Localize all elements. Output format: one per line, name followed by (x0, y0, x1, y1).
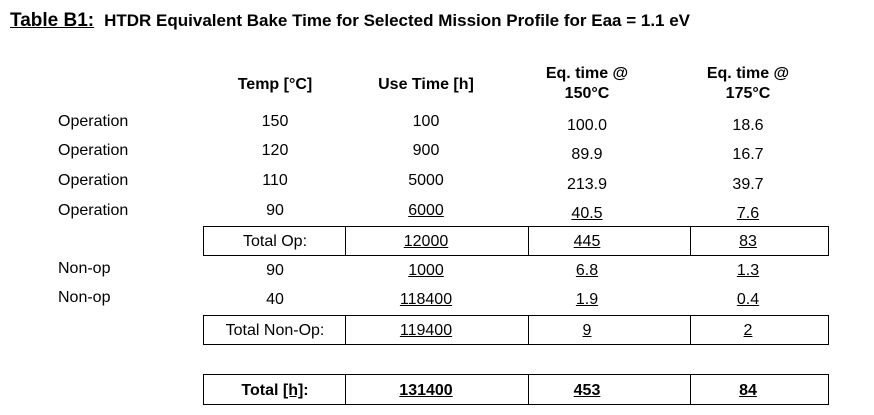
cell-eq175: 0.4 (736, 291, 760, 308)
header-temp: Temp [°C] (237, 76, 313, 93)
row-label: Non-op (58, 260, 111, 277)
cell-temp: 150 (261, 113, 289, 130)
header-eq150: Eq. time @ 150°C (517, 64, 657, 104)
total-op-label: Total Op: (242, 233, 308, 250)
total-op-box (203, 226, 829, 256)
row-label: Operation (58, 172, 129, 189)
cell-temp: 110 (262, 172, 288, 189)
header-eq175-line2: 175°C (725, 85, 771, 102)
cell-eq175: 39.7 (732, 176, 764, 193)
row-label: Operation (58, 202, 129, 219)
grand-total-use: 131400 (399, 382, 453, 399)
cell-use: 900 (412, 142, 440, 159)
cell-eq150: 40.5 (571, 205, 603, 222)
divider (345, 374, 346, 405)
cell-eq175: 1.3 (736, 262, 760, 279)
divider (528, 226, 529, 256)
total-op-eq150: 445 (573, 233, 601, 250)
cell-use: 5000 (408, 172, 444, 189)
cell-eq175: 18.6 (732, 117, 764, 134)
table-title: Table B1: HTDR Equivalent Bake Time for S… (10, 10, 690, 32)
cell-use: 118400 (399, 291, 453, 308)
divider (528, 374, 529, 405)
total-nonop-label: Total Non-Op: (225, 322, 325, 339)
grand-total-box (203, 374, 829, 405)
grand-total-eq175: 84 (739, 382, 757, 399)
row-label: Operation (58, 142, 129, 159)
grand-total-label-prefix: Total (241, 382, 283, 399)
divider (690, 226, 691, 256)
table-number: Table B1: (10, 10, 95, 31)
cell-use: 6000 (408, 202, 444, 219)
table-caption: HTDR Equivalent Bake Time for Selected M… (104, 11, 691, 30)
cell-temp: 40 (266, 291, 284, 308)
divider (345, 226, 346, 256)
cell-use: 1000 (408, 262, 444, 279)
cell-temp: 120 (261, 142, 289, 159)
total-op-eq175: 83 (739, 233, 757, 250)
divider (345, 315, 346, 345)
total-op-use: 12000 (403, 233, 449, 250)
row-label: Non-op (58, 289, 111, 306)
divider (528, 315, 529, 345)
cell-eq150: 6.8 (575, 262, 599, 279)
divider (690, 374, 691, 405)
cell-eq175: 16.7 (732, 146, 764, 163)
header-use-time: Use Time [h] (378, 76, 474, 93)
divider (690, 315, 691, 345)
total-nonop-use: 119400 (399, 322, 453, 339)
header-eq175: Eq. time @ 175°C (678, 64, 818, 104)
grand-total-label: Total [h]: (205, 381, 345, 401)
grand-total-eq150: 453 (573, 382, 601, 399)
header-eq150-line1: Eq. time @ (545, 65, 629, 82)
row-label: Operation (58, 113, 129, 130)
total-nonop-box (203, 315, 829, 345)
cell-temp: 90 (266, 202, 284, 219)
cell-eq150: 89.9 (571, 146, 603, 163)
cell-eq150: 1.9 (575, 291, 599, 308)
cell-temp: 90 (266, 262, 284, 279)
header-eq175-line1: Eq. time @ (706, 65, 790, 82)
cell-eq150: 213.9 (566, 176, 608, 193)
total-nonop-eq175: 2 (743, 322, 753, 339)
header-eq150-line2: 150°C (564, 85, 610, 102)
cell-eq175: 7.6 (736, 205, 760, 222)
cell-eq150: 100.0 (566, 117, 608, 134)
grand-total-label-suffix: : (303, 382, 309, 399)
grand-total-label-unit: [h] (282, 382, 304, 399)
cell-use: 100 (412, 113, 440, 130)
total-nonop-eq150: 9 (582, 322, 592, 339)
